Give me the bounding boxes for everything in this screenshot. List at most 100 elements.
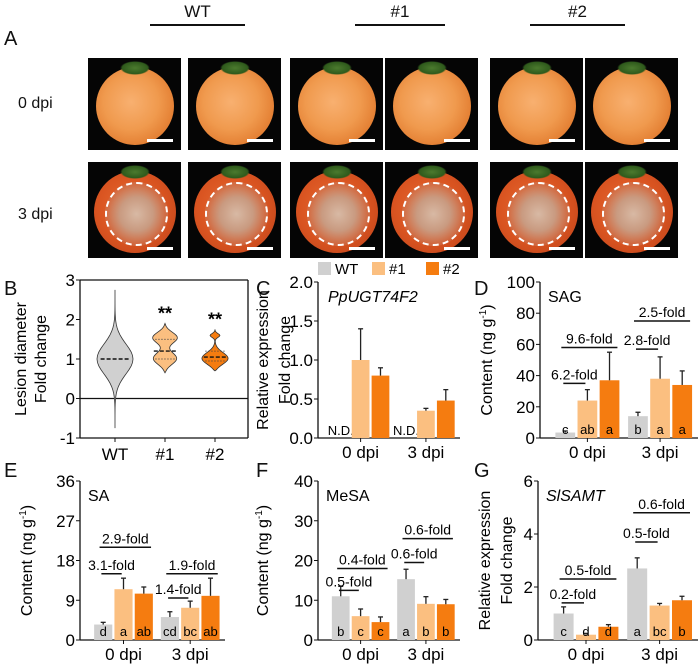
stem [521,165,552,179]
significance-letter: b [634,422,641,437]
fold-change-label: 0.6-fold [404,522,451,538]
violin-#1 [152,322,178,374]
bar-#1 [114,589,133,640]
bar-#2 [371,375,390,438]
tomato-photo [188,58,281,150]
panel-label-f: F [256,460,269,482]
x-tick-label: 3 dpi [642,443,679,462]
y-tick-label: 2 [524,578,533,597]
y-tick-label: 0 [66,390,75,409]
tomato-fruit [392,61,471,145]
bar-WT [555,432,576,438]
x-tick-label: 0 dpi [342,645,379,664]
fold-change-label: 0.6-fold [638,496,685,512]
header-line2: #2 [530,2,625,26]
tomato-photo [585,58,678,150]
bar-WT [331,596,350,640]
chart-title: SAG [548,289,582,306]
bar-WT [553,613,574,640]
lesion-outline [104,182,168,246]
tomato-photo [290,58,383,150]
y-tick-label: 6 [524,472,533,491]
tomato-fruit [497,61,576,145]
fold-change-label: 2.9-fold [102,530,149,546]
lesion-outline [601,182,665,246]
x-tick-label: 3 dpi [172,645,209,664]
row-label-0dpi: 0 dpi [18,95,53,112]
y-axis-label: Lesion diameter [13,301,30,416]
fold-change-label: 2.5-fold [639,304,686,320]
x-tick-label: 0 dpi [105,645,142,664]
significance-letter: c [357,624,364,639]
bar-#2 [598,626,619,640]
chart-title: PpUGT74F2 [328,289,418,306]
tomato-fruit [93,165,176,253]
significance-letter: bc [653,624,667,639]
tomato-photo [385,162,478,258]
significance-letter: d [100,624,107,639]
y-tick-label: -1 [60,429,75,448]
y-tick-label: 2.0 [289,273,313,292]
bar-#2 [436,604,455,640]
y-tick-label: 0 [304,631,313,650]
stem [416,165,447,179]
lesion-outline [506,182,570,246]
y-tick-label: 9 [66,591,75,610]
legend-label: #1 [389,261,406,278]
significance-letter: a [634,624,642,639]
significance-letter: a [402,624,410,639]
y-tick-label: 0 [524,631,533,650]
significance-letter: bc [183,624,197,639]
header-line1: #1 [355,2,445,26]
y-tick-label: 40 [516,367,535,386]
significance-letter: ab [137,624,151,639]
y-axis-label: Content (ng g-1) [254,505,272,616]
stem [119,165,150,179]
panel-label-c: C [256,278,271,300]
tomato-fruit [95,61,174,145]
tomato-fruit [195,61,274,145]
significance-letter: b [678,624,685,639]
panel-label-d: D [474,278,489,300]
fold-change-label: 1.4-fold [155,581,202,597]
tomato-photo [88,162,181,258]
tomato-photo [585,162,678,258]
significance-letter: a [606,422,614,437]
scale-bar [247,139,273,142]
significance-letter: c [377,624,384,639]
bar-WT [627,568,648,640]
significance-letter: ab [203,624,217,639]
y-tick-label: 36 [56,472,75,491]
significance-letter: c [560,624,567,639]
panel-label-a: A [4,28,18,50]
row-label-3dpi: 3 dpi [18,206,53,223]
fold-change-label: 3.1-fold [88,557,135,573]
stem [616,61,647,75]
bar-#2 [672,384,693,438]
fold-change-label: 0.5-fold [623,525,670,541]
tomato-photo [385,58,478,150]
x-tick-label: WT [102,445,128,464]
stem [219,165,250,179]
significance-letter: cd [163,624,177,639]
y-tick-label: 2 [66,311,75,330]
scale-bar [549,247,575,250]
bar-WT [94,624,113,640]
panel-label-b: B [4,278,18,300]
stem [416,61,447,75]
legend-swatch [318,262,331,275]
y-tick-label: 1 [66,350,75,369]
tomato-fruit [295,165,378,253]
bar-#2 [371,622,390,640]
y-tick-label: 27 [56,512,75,531]
y-tick-label: 0.0 [289,429,313,448]
bar-#1 [351,360,370,438]
x-tick-label: 0 dpi [568,645,605,664]
bar-#1 [417,603,435,640]
fold-change-label: 0.6-fold [391,545,438,561]
legend-label: #2 [443,261,460,278]
y-tick-label: 100 [507,273,535,292]
bar-#1 [650,378,670,438]
significance-letter: ab [580,422,594,437]
significance-letter: b [422,624,429,639]
